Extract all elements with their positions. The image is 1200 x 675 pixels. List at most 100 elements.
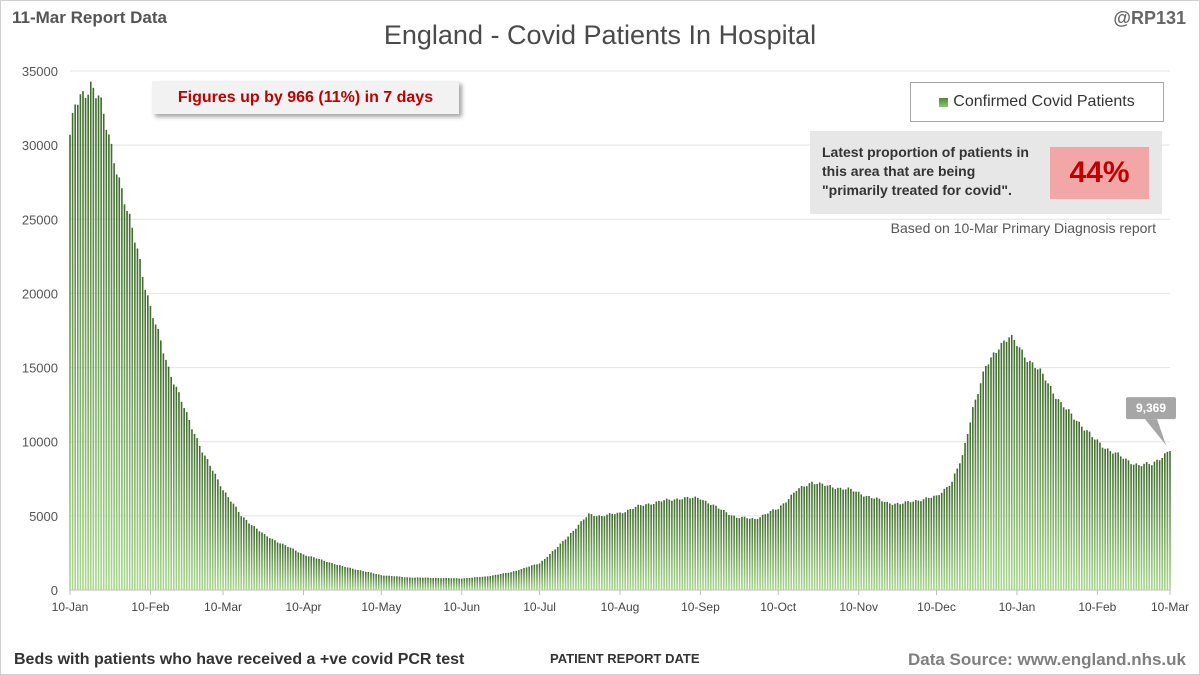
- bar: [97, 95, 100, 591]
- bar: [772, 509, 774, 590]
- bar: [761, 514, 764, 590]
- bar: [681, 499, 684, 590]
- y-tick-label: 35000: [22, 64, 58, 79]
- bar: [868, 496, 870, 590]
- bar: [1169, 451, 1171, 590]
- bar: [979, 383, 982, 590]
- bar: [1130, 464, 1132, 590]
- bar: [1106, 448, 1109, 590]
- based-on-note: Based on 10-Mar Primary Diagnosis report: [890, 220, 1156, 236]
- bar: [167, 366, 170, 590]
- bar: [930, 497, 933, 590]
- bar: [300, 553, 302, 590]
- bar: [1099, 442, 1101, 590]
- bar: [624, 512, 626, 590]
- bar: [351, 568, 354, 590]
- bar: [370, 572, 372, 590]
- bar: [1047, 383, 1049, 590]
- bar: [948, 485, 951, 590]
- bar: [89, 81, 92, 590]
- bar: [769, 510, 772, 590]
- bar: [857, 491, 860, 590]
- bar: [1036, 369, 1039, 590]
- bar: [564, 539, 567, 590]
- bar: [232, 503, 235, 590]
- bar: [248, 523, 250, 590]
- bar: [593, 516, 595, 590]
- bar: [380, 575, 383, 590]
- bar: [115, 174, 118, 590]
- bar: [102, 113, 105, 590]
- bar: [1055, 398, 1057, 590]
- bar: [219, 486, 222, 590]
- bar: [676, 498, 678, 590]
- bar: [899, 504, 901, 590]
- bar: [946, 487, 948, 590]
- bar: [595, 516, 598, 590]
- bar: [1068, 409, 1070, 590]
- bar: [507, 572, 510, 590]
- bar: [463, 578, 466, 590]
- bar: [710, 504, 712, 590]
- bar: [925, 497, 927, 590]
- x-axis-title: PATIENT REPORT DATE: [550, 651, 700, 666]
- bar: [341, 565, 344, 590]
- bar: [510, 572, 512, 590]
- bar: [852, 491, 855, 590]
- bar: [515, 570, 518, 590]
- legend-entry: Confirmed Covid Patients: [953, 93, 1135, 110]
- bar: [128, 213, 131, 590]
- bar: [886, 501, 889, 590]
- bar: [876, 497, 878, 590]
- bar: [1114, 452, 1117, 590]
- bar: [1104, 448, 1106, 590]
- bar: [951, 481, 953, 590]
- bar: [774, 509, 777, 590]
- bar: [468, 578, 471, 590]
- bar: [678, 499, 681, 590]
- bar: [450, 578, 453, 590]
- bar: [437, 578, 440, 590]
- bar: [982, 371, 985, 590]
- y-tick-label: 5000: [29, 509, 58, 524]
- bar: [1026, 362, 1029, 590]
- bar: [847, 487, 850, 590]
- bar: [385, 575, 388, 590]
- bar: [896, 502, 899, 590]
- bar: [1151, 465, 1153, 590]
- bar: [743, 516, 746, 590]
- bar: [798, 488, 800, 590]
- bar: [764, 514, 767, 590]
- bar: [665, 498, 668, 590]
- bar: [224, 492, 227, 590]
- bar: [486, 576, 489, 590]
- bar: [123, 204, 126, 590]
- bar: [479, 577, 481, 590]
- bar: [471, 577, 473, 590]
- bar: [499, 574, 502, 590]
- bar: [217, 479, 219, 590]
- bar: [250, 525, 253, 590]
- last-value-label: 9,369: [1136, 401, 1166, 415]
- bar: [1034, 368, 1036, 590]
- bar: [1044, 380, 1047, 590]
- bar: [1075, 420, 1078, 590]
- bar: [253, 526, 255, 590]
- bar: [492, 575, 494, 590]
- bar: [546, 556, 549, 590]
- bar: [686, 496, 689, 590]
- bar: [935, 495, 938, 590]
- bar: [427, 577, 429, 590]
- bar: [110, 143, 113, 591]
- x-tick-label: 10-Jan: [52, 600, 89, 614]
- data-source: Data Source: www.england.nhs.uk: [907, 650, 1186, 669]
- bar: [756, 519, 759, 590]
- bar: [476, 577, 479, 590]
- bar: [403, 577, 406, 590]
- bar: [626, 509, 629, 590]
- y-axis-ticks: 0 5000 10000 15000 20000 25000 30000 35000: [22, 64, 58, 598]
- bar: [396, 576, 398, 590]
- bar: [87, 94, 89, 591]
- bar: [614, 514, 616, 590]
- bar: [964, 442, 966, 590]
